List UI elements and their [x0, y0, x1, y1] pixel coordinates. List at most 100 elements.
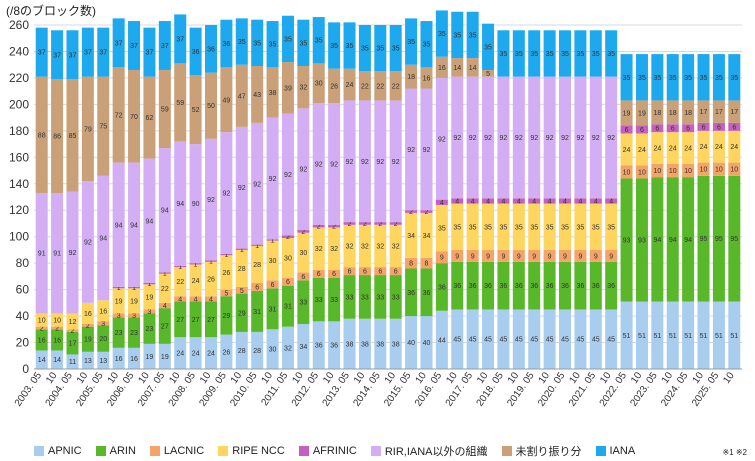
- bar-segment-ARIN: [420, 268, 433, 317]
- bar-segment-RIPE NCC: [328, 227, 341, 270]
- data-label: 19: [115, 298, 123, 305]
- data-label: 9: [563, 253, 567, 260]
- bar-segment-ARIN: [281, 285, 294, 327]
- bar-segment-未割り振り分: [251, 66, 264, 123]
- bar-segment-APNIC: [35, 350, 48, 369]
- bar-segment-IANA: [528, 30, 541, 77]
- bar-segment-未割り振り分: [189, 75, 202, 145]
- data-label: 35: [453, 32, 461, 39]
- data-label: 1: [132, 285, 136, 292]
- bar-segment-ARIN: [143, 313, 156, 344]
- bar-segment-未割り振り分: [81, 76, 94, 182]
- data-label: 35: [561, 51, 569, 58]
- data-label: 10: [38, 318, 46, 325]
- data-label: 9: [440, 255, 444, 262]
- data-label: 19: [130, 298, 138, 305]
- data-label: 17: [730, 109, 738, 116]
- bar-segment-APNIC: [312, 321, 325, 369]
- data-label: 18: [669, 110, 677, 117]
- data-label: 94: [684, 237, 692, 244]
- bar-segment-LACNIC: [328, 269, 341, 278]
- data-label: 29: [238, 310, 246, 317]
- data-label: 16: [99, 308, 107, 315]
- bar-segment-ARIN: [51, 329, 64, 351]
- bar-segment-未割り振り分: [51, 79, 64, 194]
- data-label: 1: [255, 243, 259, 250]
- data-label: 19: [84, 337, 92, 344]
- data-label: 35: [730, 75, 738, 82]
- data-label: 35: [500, 51, 508, 58]
- data-label: 35: [638, 75, 646, 82]
- data-label: 6: [671, 126, 675, 133]
- data-label: 18: [407, 74, 415, 81]
- bar-segment-LACNIC: [405, 257, 418, 269]
- data-label: 94: [130, 222, 138, 229]
- data-label: 35: [438, 226, 446, 233]
- bar-segment-AFRINIC: [204, 260, 218, 262]
- bar-segment-未割り振り分: [220, 67, 233, 133]
- legend-label: APNIC: [48, 445, 82, 457]
- data-label: 75: [99, 124, 107, 131]
- bar-segment-RIR,IANA以外の組織: [605, 76, 618, 199]
- bar-segment-ARIN: [128, 317, 141, 348]
- data-label: 6: [301, 274, 305, 281]
- bar-segment-ARIN: [697, 175, 710, 302]
- data-label: 40: [407, 340, 415, 347]
- data-label: 59: [161, 107, 169, 114]
- bar-segment-RIPE NCC: [666, 132, 679, 164]
- bar-segment-RIPE NCC: [712, 130, 725, 163]
- bar-segment-RIPE NCC: [66, 313, 79, 330]
- bar-segment-APNIC: [451, 309, 464, 369]
- data-label: 9: [548, 253, 552, 260]
- legend-swatch: [34, 446, 44, 456]
- bar-segment-RIPE NCC: [251, 245, 264, 283]
- data-label: 32: [284, 345, 292, 352]
- bar-segment-APNIC: [389, 318, 402, 369]
- data-label: 38: [269, 90, 277, 97]
- bar-segment-RIR,IANA以外の組織: [328, 103, 341, 225]
- data-label: 51: [669, 333, 677, 340]
- bar-segment-LACNIC: [712, 162, 725, 176]
- bar-segment-RIR,IANA以外の組織: [420, 88, 433, 211]
- data-label: 30: [299, 250, 307, 257]
- data-label: 19: [146, 354, 154, 361]
- bar-segment-LACNIC: [374, 267, 387, 276]
- data-label: 92: [546, 135, 554, 142]
- bar-segment-未割り振り分: [297, 66, 310, 109]
- bar-segment-RIPE NCC: [512, 203, 525, 250]
- bar-segment-LACNIC: [235, 286, 248, 294]
- data-label: 1: [224, 252, 228, 259]
- data-label: 36: [576, 283, 584, 290]
- y-tick-label: 200: [9, 97, 29, 111]
- data-label: 2: [409, 209, 413, 216]
- bar-segment-ARIN: [112, 317, 125, 348]
- data-label: 94: [146, 218, 154, 225]
- bar-segment-APNIC: [328, 321, 341, 369]
- bar-segment-AFRINIC: [589, 198, 602, 204]
- data-label: 10: [715, 167, 723, 174]
- bar-segment-LACNIC: [528, 249, 541, 262]
- data-label: 35: [515, 51, 523, 58]
- data-label: 59: [176, 100, 184, 107]
- bar-segment-APNIC: [343, 318, 356, 369]
- data-label: 92: [423, 147, 431, 154]
- y-tick-label: 100: [9, 230, 29, 244]
- data-label: 85: [69, 133, 77, 140]
- data-label: 38: [392, 341, 400, 348]
- data-label: 35: [238, 39, 246, 46]
- data-label: 4: [440, 200, 444, 207]
- data-label: 35: [669, 75, 677, 82]
- data-label: 27: [161, 324, 169, 331]
- bar-segment-RIPE NCC: [35, 313, 48, 327]
- data-label: 92: [330, 161, 338, 168]
- data-label: 23: [146, 326, 154, 333]
- data-label: 90: [192, 201, 200, 208]
- bar-segment-RIPE NCC: [528, 203, 541, 250]
- bar-segment-APNIC: [112, 347, 125, 369]
- footnote-mark: ※1 ※2: [722, 448, 747, 457]
- bar-segment-LACNIC: [451, 249, 464, 262]
- data-label: 92: [376, 159, 384, 166]
- bar-segment-IANA: [512, 30, 525, 77]
- data-label: 18: [684, 110, 692, 117]
- data-label: 88: [38, 132, 46, 139]
